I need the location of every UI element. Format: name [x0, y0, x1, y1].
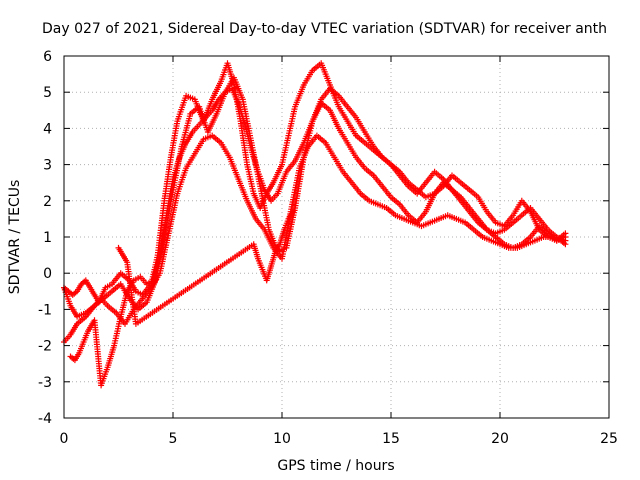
series-trace-5 [115, 208, 296, 327]
x-tick-label: 25 [600, 431, 618, 447]
y-tick-label: 3 [43, 158, 52, 174]
x-tick-label: 20 [491, 431, 509, 447]
y-tick-label: 0 [43, 266, 52, 282]
y-tick-label: -3 [38, 375, 52, 391]
y-tick-label: 4 [43, 121, 52, 137]
series-trace-4 [67, 85, 569, 389]
y-tick-label: 6 [43, 49, 52, 65]
chart-title: Day 027 of 2021, Sidereal Day-to-day VTE… [42, 21, 607, 37]
y-tick-label: -2 [38, 339, 52, 355]
x-axis-label: GPS time / hours [277, 458, 394, 474]
y-tick-label: 2 [43, 194, 52, 210]
series-trace-2 [61, 74, 569, 320]
axis-ticks: 0 5 10 15 20 25 -4 -3 -2 -1 0 1 2 3 4 5 6 [38, 49, 618, 447]
y-axis-label: SDTVAR / TECUs [7, 180, 23, 295]
y-tick-label: -1 [38, 302, 52, 318]
y-tick-label: -4 [38, 411, 52, 427]
y-tick-label: 5 [43, 85, 52, 101]
x-tick-label: 5 [169, 431, 178, 447]
plot-area [61, 60, 569, 389]
y-tick-label: 1 [43, 230, 52, 246]
data-point-marker [289, 208, 296, 215]
series-trace-1 [61, 60, 569, 306]
data-point-marker [562, 237, 569, 244]
x-tick-label: 0 [60, 431, 69, 447]
x-tick-label: 15 [382, 431, 400, 447]
x-tick-label: 10 [273, 431, 291, 447]
